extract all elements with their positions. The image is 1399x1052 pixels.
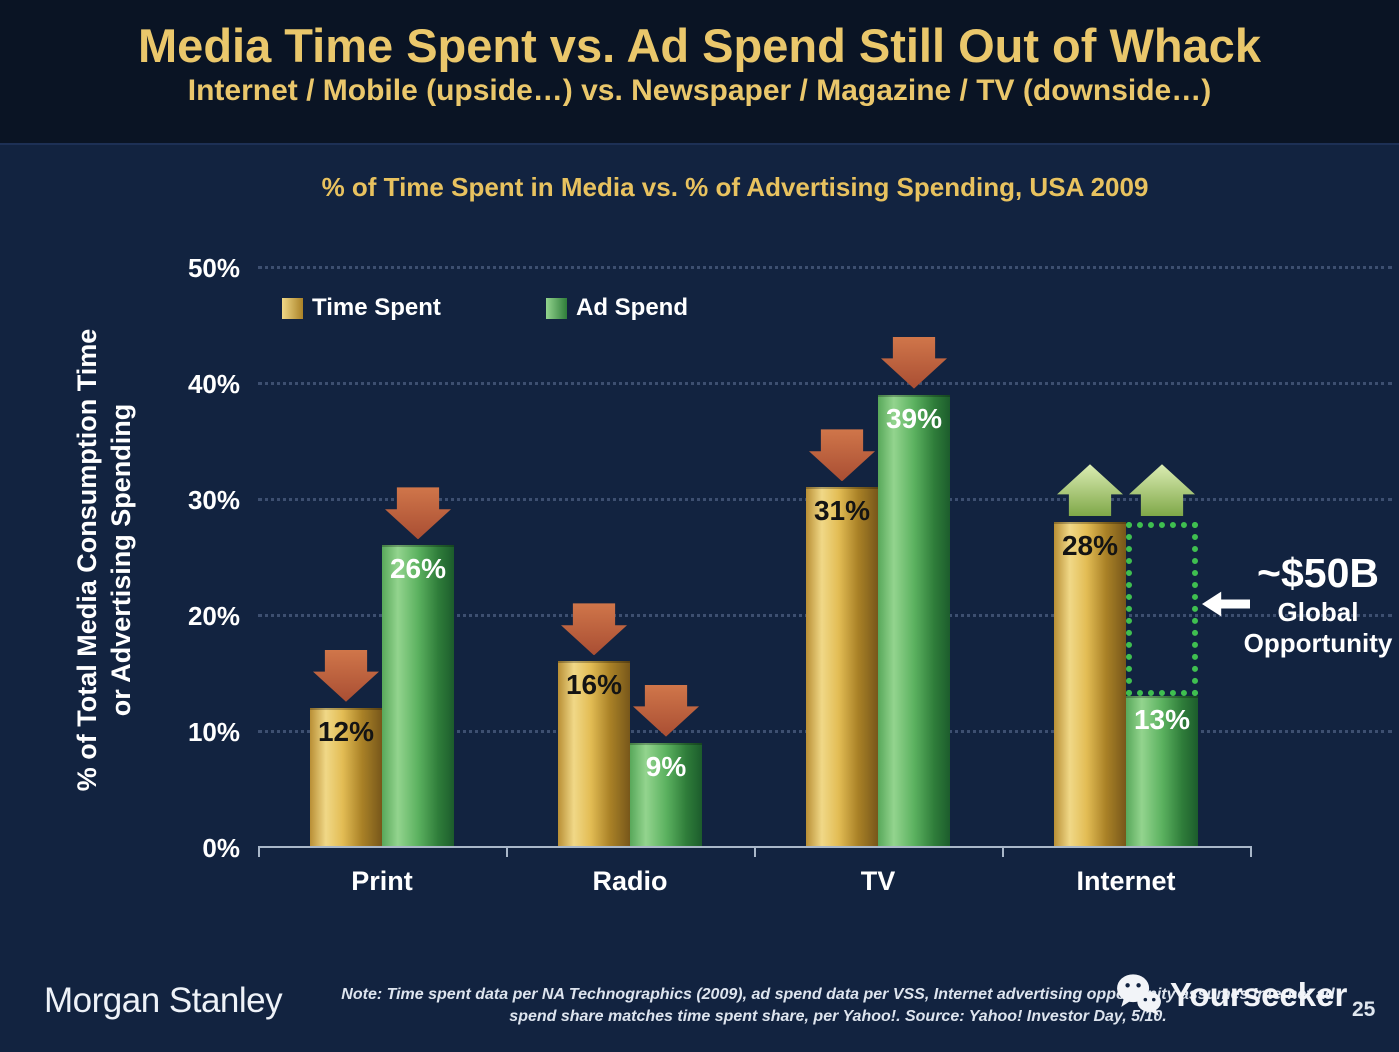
- category-label-tv: TV: [860, 866, 896, 896]
- morgan-stanley-logo: Morgan Stanley: [44, 981, 283, 1020]
- category-label-internet: Internet: [1076, 866, 1176, 896]
- down-arrow-icon: [313, 649, 379, 702]
- footnote-line2: spend share matches time spent share, pe…: [509, 1008, 1167, 1025]
- y-tick-label-0%: 0%: [202, 833, 240, 863]
- gridline-40%: [258, 382, 1392, 385]
- bar-value-print-gold: 12%: [317, 716, 375, 747]
- x-axis-tick: [258, 846, 260, 857]
- bar-tv-gold: [806, 487, 878, 846]
- header-band: Media Time Spent vs. Ad Spend Still Out …: [0, 0, 1399, 145]
- y-axis-label: % of Total Media Consumption Time or Adv…: [70, 280, 150, 840]
- category-label-radio: Radio: [592, 866, 668, 896]
- opportunity-caption-line2: Opportunity: [1243, 628, 1393, 658]
- y-tick-label-40%: 40%: [187, 369, 240, 399]
- footnote-line1: Note: Time spent data per NA Technograph…: [341, 986, 1335, 1003]
- bar-internet-green: [1126, 696, 1198, 846]
- bar-value-radio-gold: 16%: [565, 669, 623, 700]
- down-arrow-icon: [881, 336, 947, 389]
- y-tick-label-10%: 10%: [187, 717, 240, 747]
- opportunity-gap-box: [1126, 522, 1198, 696]
- y-axis-label-line2: or Advertising Spending: [106, 403, 136, 717]
- down-arrow-icon: [561, 603, 627, 656]
- y-axis-label-line1: % of Total Media Consumption Time: [72, 328, 102, 792]
- legend-swatch-gold: [282, 297, 303, 319]
- slide-subtitle: Internet / Mobile (upside…) vs. Newspape…: [187, 74, 1212, 107]
- bar-radio-gold: [558, 661, 630, 846]
- footnote: Note: Time spent data per NA Technograph…: [318, 984, 1358, 1028]
- y-tick-label-20%: 20%: [187, 601, 240, 631]
- x-axis-tick: [1250, 846, 1252, 857]
- bar-value-tv-green: 39%: [885, 403, 943, 434]
- opportunity-caption-line1: Global: [1277, 597, 1359, 627]
- bar-value-internet-gold: 28%: [1061, 530, 1119, 561]
- legend-label: Ad Spend: [576, 294, 688, 321]
- x-axis-tick: [754, 846, 756, 857]
- bar-tv-green: [878, 395, 950, 846]
- bar-value-internet-green: 13%: [1133, 704, 1191, 735]
- legend-label: Time Spent: [312, 294, 441, 321]
- opportunity-caption: Global Opportunity: [1238, 597, 1398, 659]
- legend-item-ad-spend: Ad Spend: [546, 294, 688, 322]
- bar-radio-green: [630, 743, 702, 846]
- up-arrow-icon: [1057, 464, 1123, 517]
- bar-print-green: [382, 545, 454, 846]
- bar-value-tv-gold: 31%: [813, 495, 871, 526]
- slide-title: Media Time Spent vs. Ad Spend Still Out …: [138, 19, 1261, 72]
- up-arrow-icon: [1129, 464, 1195, 517]
- down-arrow-icon: [633, 684, 699, 737]
- wechat-icon: [1117, 974, 1161, 1017]
- watermark: Yourseeker: [1112, 968, 1347, 1022]
- bar-value-print-green: 26%: [389, 553, 447, 584]
- bar-print-gold: [310, 708, 382, 846]
- gridline-50%: [258, 266, 1392, 269]
- legend-item-time-spent: Time Spent: [282, 294, 441, 322]
- down-arrow-icon: [385, 487, 451, 540]
- x-axis-tick: [1002, 846, 1004, 857]
- down-arrow-icon: [809, 429, 875, 482]
- watermark-text: Yourseeker: [1170, 976, 1348, 1013]
- opportunity-value: ~$50B: [1257, 550, 1379, 596]
- bar-value-radio-green: 9%: [645, 751, 687, 782]
- x-axis-tick: [506, 846, 508, 857]
- y-tick-label-50%: 50%: [187, 253, 240, 283]
- category-label-print: Print: [351, 866, 413, 896]
- legend-swatch-green: [546, 297, 567, 319]
- y-tick-label-30%: 30%: [187, 485, 240, 515]
- page-number: 25: [1352, 998, 1376, 1021]
- chart-title: % of Time Spent in Media vs. % of Advert…: [321, 172, 1149, 202]
- bar-internet-gold: [1054, 522, 1126, 846]
